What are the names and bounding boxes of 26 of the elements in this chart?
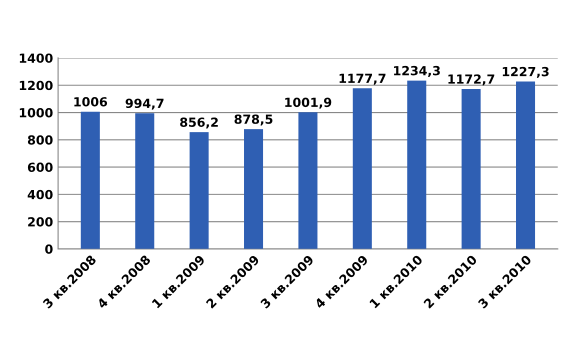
bar	[516, 82, 536, 249]
data-label: 1001,9	[285, 98, 332, 109]
y-tick-label: 1000	[20, 108, 53, 118]
data-label: 1234,3	[394, 66, 440, 77]
bar	[80, 112, 100, 249]
data-label: 878,5	[234, 114, 272, 126]
data-label: 1177,7	[340, 74, 386, 85]
data-label: 1172,7	[448, 74, 494, 86]
bar	[407, 80, 426, 249]
data-label: 1006	[74, 97, 108, 107]
y-tick-label: 400	[28, 190, 53, 200]
bar	[135, 113, 154, 249]
y-tick-label: 1400	[20, 53, 53, 63]
y-tick-label: 1200	[20, 80, 53, 90]
bar	[190, 132, 209, 249]
bar	[462, 88, 481, 249]
y-tick-label: 0	[45, 244, 53, 254]
data-label: 1227,3	[502, 66, 549, 78]
data-label: 856,2	[180, 117, 218, 129]
bar	[244, 129, 264, 249]
bar	[352, 88, 372, 249]
y-tick-label: 200	[28, 217, 53, 227]
bar	[298, 112, 318, 249]
y-tick-label: 600	[28, 162, 53, 172]
data-label: 994,7	[126, 98, 164, 110]
y-tick-label: 800	[28, 135, 53, 145]
